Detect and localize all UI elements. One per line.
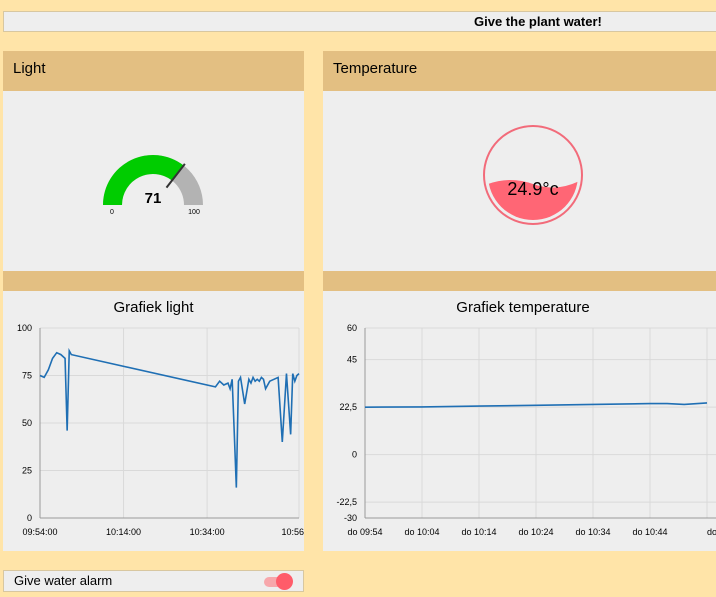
light-group-title: Light bbox=[13, 60, 46, 77]
water-alarm-row: Give water alarm bbox=[3, 570, 304, 592]
temperature-tank-panel: 24.9°c bbox=[323, 91, 716, 271]
temperature-tank: 24.9°c bbox=[483, 125, 583, 225]
x-tick-label: 10:14:00 bbox=[106, 527, 141, 537]
x-tick-label: do 10:24 bbox=[518, 527, 553, 537]
y-tick-label: -30 bbox=[344, 513, 357, 523]
y-tick-label: 75 bbox=[22, 371, 32, 381]
y-tick-label: 45 bbox=[347, 355, 357, 365]
x-tick-label: 09:54:00 bbox=[22, 527, 57, 537]
x-tick-label: do 10:34 bbox=[575, 527, 610, 537]
temperature-chart: 60 45 22,5 0 -22,5 -30 do 09:54 do 10:04 do 10:1… bbox=[336, 323, 716, 537]
tank-ring bbox=[483, 125, 583, 225]
temperature-series-line bbox=[364, 402, 708, 408]
temperature-chart-panel: Grafiek temperature 60 45 22,5 0 -22,5 -30 do … bbox=[323, 291, 716, 551]
toggle-knob bbox=[276, 573, 293, 590]
y-tick-label: -22,5 bbox=[336, 497, 357, 507]
x-tick-label: 10:34:00 bbox=[190, 527, 225, 537]
x-tick-label: 10:56:00 bbox=[281, 527, 304, 537]
temperature-group-title: Temperature bbox=[333, 60, 418, 77]
y-tick-label: 0 bbox=[352, 450, 357, 460]
y-tick-label: 50 bbox=[22, 418, 32, 428]
temperature-group-header: Temperature bbox=[323, 51, 716, 91]
water-alarm-toggle[interactable] bbox=[264, 573, 294, 590]
tank-value: 24.9°c bbox=[507, 179, 558, 199]
light-chart-title: Grafiek light bbox=[113, 299, 194, 316]
light-gauge: 71 0 100 bbox=[103, 155, 203, 216]
y-tick-label: 22,5 bbox=[339, 402, 357, 412]
give-water-button[interactable]: Give the plant water! bbox=[474, 14, 602, 29]
y-tick-label: 0 bbox=[27, 513, 32, 523]
top-bar: Give the plant water! bbox=[3, 11, 716, 32]
temperature-chart-title: Grafiek temperature bbox=[456, 299, 590, 316]
light-chart: 100 75 50 25 0 09:54:00 10:14:00 10:34:00 10:56:… bbox=[17, 323, 304, 537]
gauge-fill bbox=[103, 155, 184, 205]
light-chart-panel: Grafiek light 100 75 50 25 0 09:54:00 10:14:00… bbox=[3, 291, 304, 551]
gauge-needle bbox=[165, 163, 186, 189]
x-tick-label: do 10:44 bbox=[632, 527, 667, 537]
light-series-line bbox=[39, 347, 300, 488]
x-tick-label: do 09:54 bbox=[347, 527, 382, 537]
gauge-value: 71 bbox=[145, 190, 162, 207]
water-alarm-label: Give water alarm bbox=[14, 573, 113, 588]
gauge-max-label: 100 bbox=[188, 209, 200, 216]
y-tick-label: 25 bbox=[22, 466, 32, 476]
y-tick-label: 60 bbox=[347, 323, 357, 333]
x-tick-label: do 10:04 bbox=[404, 527, 439, 537]
light-group-header: Light bbox=[3, 51, 304, 91]
gauge-min-label: 0 bbox=[110, 209, 114, 216]
temperature-separator bbox=[323, 271, 716, 291]
light-separator bbox=[3, 271, 304, 291]
y-tick-label: 100 bbox=[17, 323, 32, 333]
x-tick-label: do 10:14 bbox=[461, 527, 496, 537]
light-gauge-panel: 71 0 100 bbox=[3, 91, 304, 271]
x-tick-label: do 1 bbox=[707, 527, 716, 537]
